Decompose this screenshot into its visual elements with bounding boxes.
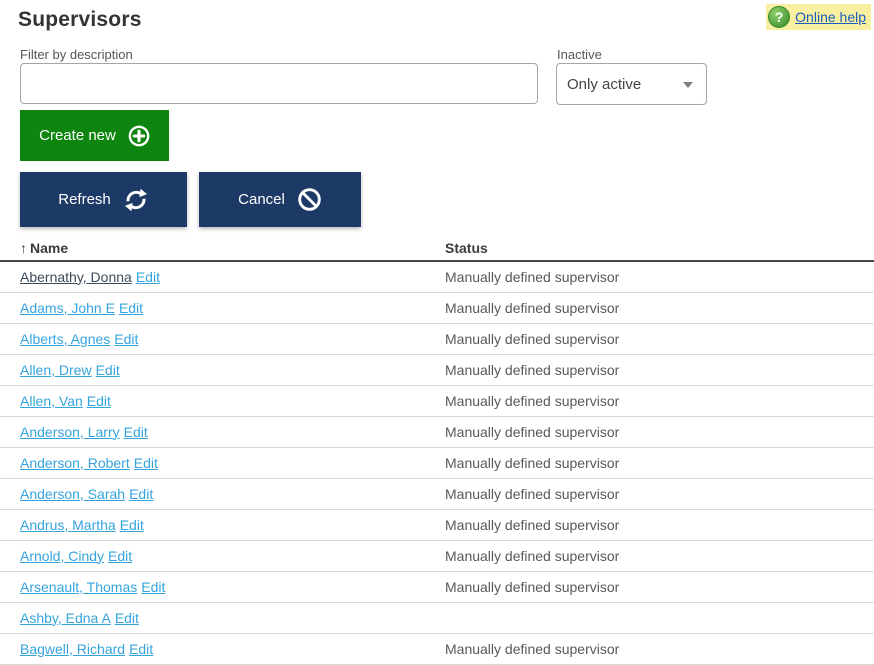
status-text: Manually defined supervisor (445, 509, 874, 541)
supervisors-table: ↑ Name Status Abernathy, Donna Edit Manual… (0, 236, 874, 665)
filter-label: Filter by description (20, 47, 133, 62)
supervisor-name-link[interactable]: Andrus, Martha (20, 516, 116, 533)
supervisor-name-link[interactable]: Anderson, Robert (20, 454, 130, 471)
column-header-name[interactable]: ↑ Name (0, 236, 445, 262)
table-row: Andrus, Martha Edit Manually defined supe… (0, 509, 874, 541)
name-column-label: Name (30, 240, 69, 256)
supervisor-name-link[interactable]: Adams, John E (20, 299, 115, 316)
edit-link[interactable]: Edit (135, 268, 160, 285)
create-new-button[interactable]: Create new (20, 110, 169, 161)
table-row: Abernathy, Donna Edit Manually defined su… (0, 261, 874, 293)
cancel-label: Cancel (238, 191, 285, 208)
edit-link[interactable]: Edit (108, 547, 133, 564)
supervisor-name-link[interactable]: Anderson, Larry (20, 423, 120, 440)
online-help-link[interactable]: ? Online help (766, 4, 871, 30)
table-row: Arsenault, Thomas Edit Manually defined s… (0, 571, 874, 603)
status-text: Manually defined supervisor (445, 323, 874, 355)
page-title: Supervisors (18, 8, 142, 31)
edit-link[interactable]: Edit (118, 299, 144, 316)
supervisor-name-link[interactable]: Ashby, Edna A (20, 609, 111, 626)
inactive-label: Inactive (557, 47, 602, 62)
edit-link[interactable]: Edit (114, 330, 139, 347)
edit-link[interactable]: Edit (95, 361, 120, 378)
table-row: Arnold, Cindy Edit Manually defined super… (0, 540, 874, 572)
edit-link[interactable]: Edit (86, 392, 111, 409)
table-row: Alberts, Agnes Edit Manually defined supe… (0, 323, 874, 355)
supervisor-name-link[interactable]: Alberts, Agnes (20, 330, 111, 347)
table-header-row: ↑ Name Status (0, 236, 874, 262)
status-column-label: Status (445, 240, 488, 256)
supervisor-name-link[interactable]: Allen, Drew (20, 361, 92, 378)
prohibition-icon (297, 187, 322, 212)
supervisor-name-link[interactable]: Abernathy, Donna (20, 268, 132, 285)
status-text (445, 602, 874, 634)
edit-link[interactable]: Edit (119, 516, 144, 533)
question-mark-icon: ? (768, 6, 791, 28)
table-row: Bagwell, Richard Edit Manually defined su… (0, 633, 874, 665)
status-text: Manually defined supervisor (445, 571, 874, 603)
supervisor-name-link[interactable]: Bagwell, Richard (20, 640, 126, 657)
inactive-select[interactable]: Only active (556, 63, 707, 105)
online-help-label: Online help (795, 9, 866, 25)
chevron-down-icon (683, 82, 693, 88)
edit-link[interactable]: Edit (129, 640, 154, 657)
status-text: Manually defined supervisor (445, 354, 874, 386)
refresh-icon (123, 187, 149, 213)
refresh-button[interactable]: Refresh (20, 172, 187, 227)
create-new-label: Create new (39, 127, 116, 144)
status-text: Manually defined supervisor (445, 633, 874, 665)
supervisor-name-link[interactable]: Arsenault, Thomas (20, 578, 138, 595)
edit-link[interactable]: Edit (141, 578, 166, 595)
supervisor-name-link[interactable]: Allen, Van (20, 392, 83, 409)
filter-input[interactable] (20, 63, 538, 104)
edit-link[interactable]: Edit (133, 454, 158, 471)
status-text: Manually defined supervisor (445, 385, 874, 417)
status-text: Manually defined supervisor (445, 292, 874, 324)
supervisor-name-link[interactable]: Arnold, Cindy (20, 547, 105, 564)
refresh-label: Refresh (58, 191, 111, 208)
table-row: Anderson, Robert Edit Manually defined su… (0, 447, 874, 479)
plus-circle-icon (128, 125, 150, 147)
table-row: Ashby, Edna A Edit (0, 602, 874, 634)
edit-link[interactable]: Edit (114, 609, 139, 626)
table-row: Anderson, Sarah Edit Manually defined sup… (0, 478, 874, 510)
column-header-status[interactable]: Status (445, 236, 874, 262)
cancel-button[interactable]: Cancel (199, 172, 361, 227)
sort-ascending-icon: ↑ (20, 240, 27, 256)
status-text: Manually defined supervisor (445, 478, 874, 510)
edit-link[interactable]: Edit (129, 485, 154, 502)
status-text: Manually defined supervisor (445, 540, 874, 572)
top-bar: Supervisors ? Online help (0, 0, 874, 40)
supervisor-name-link[interactable]: Anderson, Sarah (20, 485, 126, 502)
table-row: Adams, John E Edit Manually defined super… (0, 292, 874, 324)
status-text: Manually defined supervisor (445, 447, 874, 479)
status-text: Manually defined supervisor (445, 261, 874, 293)
inactive-selected-value: Only active (567, 75, 642, 93)
table-row: Anderson, Larry Edit Manually defined sup… (0, 416, 874, 448)
edit-link[interactable]: Edit (123, 423, 148, 440)
table-row: Allen, Van Edit Manually defined supervis… (0, 385, 874, 417)
table-row: Allen, Drew Edit Manually defined supervi… (0, 354, 874, 386)
status-text: Manually defined supervisor (445, 416, 874, 448)
